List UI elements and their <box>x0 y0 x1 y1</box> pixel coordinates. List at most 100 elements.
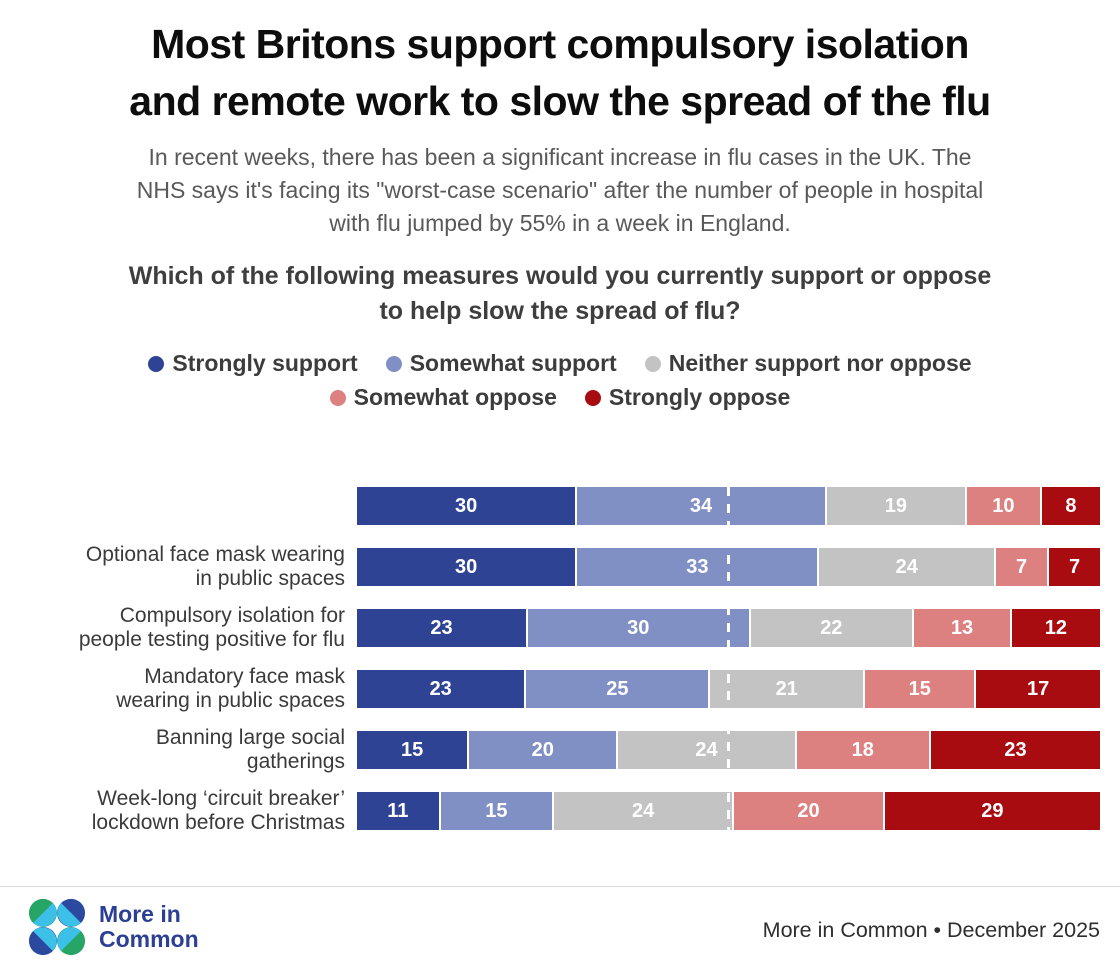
logo-text: More in Common <box>99 900 199 952</box>
segment-value: 15 <box>908 677 931 700</box>
legend-label: Neither support nor oppose <box>668 350 972 377</box>
row-label: Week-long ‘circuit breaker’ lockdown bef… <box>91 786 345 834</box>
legend-dot-icon <box>644 355 661 372</box>
chart-row: Optional face mask wearing in public spa… <box>0 542 1100 590</box>
bar-segment: 12 <box>1009 609 1100 647</box>
segment-value: 23 <box>1004 738 1027 761</box>
page-title: Most Britons support compulsory isolatio… <box>129 21 991 125</box>
segment-value: 8 <box>1065 494 1077 517</box>
segment-value: 13 <box>950 616 974 639</box>
bar-segment: 30 <box>357 548 576 586</box>
segment-value: 33 <box>686 555 709 578</box>
bar-segment: 20 <box>467 731 617 769</box>
legend-item: Somewhat support <box>385 350 617 377</box>
bar-segment: 19 <box>824 487 965 525</box>
legend: Strongly support Somewhat support Neither … <box>105 350 1015 411</box>
bar-segment: 22 <box>748 609 913 647</box>
legend-item: Strongly oppose <box>584 384 791 411</box>
bar-segment: 15 <box>438 792 553 830</box>
row-bars: 30 34 19 10 8 <box>357 487 1100 525</box>
bar-segment: 23 <box>357 609 527 647</box>
chart-row: Compulsory isolation for people testing … <box>0 604 1100 651</box>
bar-segment: 13 <box>912 609 1010 647</box>
bar-segment: 18 <box>794 731 929 769</box>
segment-value: 24 <box>632 799 655 822</box>
footer-divider <box>0 886 1120 887</box>
bar-segment: 30 <box>357 487 576 525</box>
segment-value: 30 <box>455 494 478 517</box>
chart-row: 30 34 19 10 8 <box>0 487 1100 525</box>
segment-value: 24 <box>695 738 718 761</box>
segment-value: 30 <box>455 555 478 578</box>
row-bars: 23 30 22 13 12 <box>357 609 1100 647</box>
segment-value: 25 <box>606 677 629 700</box>
source-attribution: More in Common • December 2025 <box>762 918 1100 942</box>
more-in-common-logo: More in Common <box>28 898 199 956</box>
legend-dot-icon <box>148 355 165 372</box>
segment-value: 15 <box>401 738 424 761</box>
segment-value: 18 <box>851 738 874 761</box>
segment-value: 22 <box>820 616 843 639</box>
fifty-percent-reference-line <box>727 487 730 830</box>
legend-item: Somewhat oppose <box>329 384 557 411</box>
segment-value: 20 <box>797 799 820 822</box>
legend-label: Strongly support <box>172 350 358 377</box>
row-label: Optional face mask wearing in public spa… <box>85 542 345 590</box>
legend-label: Somewhat oppose <box>353 384 557 411</box>
bar-segment: 7 <box>1047 548 1100 586</box>
row-label <box>0 487 357 525</box>
row-bars: 30 33 24 7 7 <box>357 548 1100 586</box>
bar-segment: 24 <box>552 792 733 830</box>
segment-value: 20 <box>531 738 554 761</box>
segment-value: 7 <box>1016 555 1028 578</box>
bar-segment: 15 <box>357 731 468 769</box>
legend-label: Somewhat support <box>409 350 617 377</box>
bar-segment: 24 <box>817 548 995 586</box>
bar-segment: 17 <box>974 670 1101 708</box>
legend-label: Strongly oppose <box>608 384 791 411</box>
segment-value: 34 <box>689 494 713 517</box>
survey-question: Which of the following measures would yo… <box>128 262 992 325</box>
legend-dot-icon <box>329 389 346 406</box>
segment-value: 12 <box>1044 616 1068 639</box>
chart-row: Banning large social gatherings 15 20 24 18 2… <box>0 725 1100 773</box>
legend-dot-icon <box>385 355 402 372</box>
chart-row: Week-long ‘circuit breaker’ lockdown bef… <box>0 786 1100 834</box>
row-bars: 11 15 24 20 29 <box>357 792 1100 830</box>
segment-value: 11 <box>387 799 409 822</box>
segment-value: 15 <box>485 799 508 822</box>
row-label: Banning large social gatherings <box>155 725 345 773</box>
segment-value: 30 <box>627 616 650 639</box>
bar-segment: 20 <box>732 792 883 830</box>
bar-segment: 34 <box>575 487 825 525</box>
segment-value: 19 <box>884 494 907 517</box>
legend-dot-icon <box>584 389 601 406</box>
chart-row: Mandatory face mask wearing in public sp… <box>0 664 1101 712</box>
bar-segment: 23 <box>357 670 525 708</box>
logo-icon <box>28 898 86 956</box>
bar-segment: 25 <box>524 670 709 708</box>
bar-segment: 23 <box>928 731 1100 769</box>
segment-value: 23 <box>430 616 453 639</box>
bar-segment: 29 <box>882 792 1100 830</box>
bar-segment: 33 <box>575 548 818 586</box>
subtitle: In recent weeks, there has been a signif… <box>136 143 984 236</box>
bar-segment: 30 <box>526 609 749 647</box>
bar-segment: 7 <box>994 548 1048 586</box>
chart: 30 34 19 10 8 Optional face mask wearing in p… <box>0 487 1101 834</box>
segment-value: 7 <box>1068 555 1081 578</box>
segment-value: 17 <box>1027 677 1050 700</box>
bar-segment: 24 <box>616 731 795 769</box>
segment-value: 29 <box>981 799 1004 822</box>
segment-value: 24 <box>895 555 918 578</box>
row-bars: 15 20 24 18 23 <box>357 731 1100 769</box>
row-bars: 23 25 21 15 17 <box>357 670 1101 708</box>
bar-segment: 8 <box>1039 487 1100 525</box>
legend-item: Neither support nor oppose <box>644 350 972 377</box>
segment-value: 10 <box>992 494 1015 517</box>
row-label: Mandatory face mask wearing in public sp… <box>116 664 345 712</box>
segment-value: 23 <box>429 677 452 700</box>
legend-item: Strongly support <box>148 350 358 377</box>
bar-segment: 11 <box>357 792 439 830</box>
